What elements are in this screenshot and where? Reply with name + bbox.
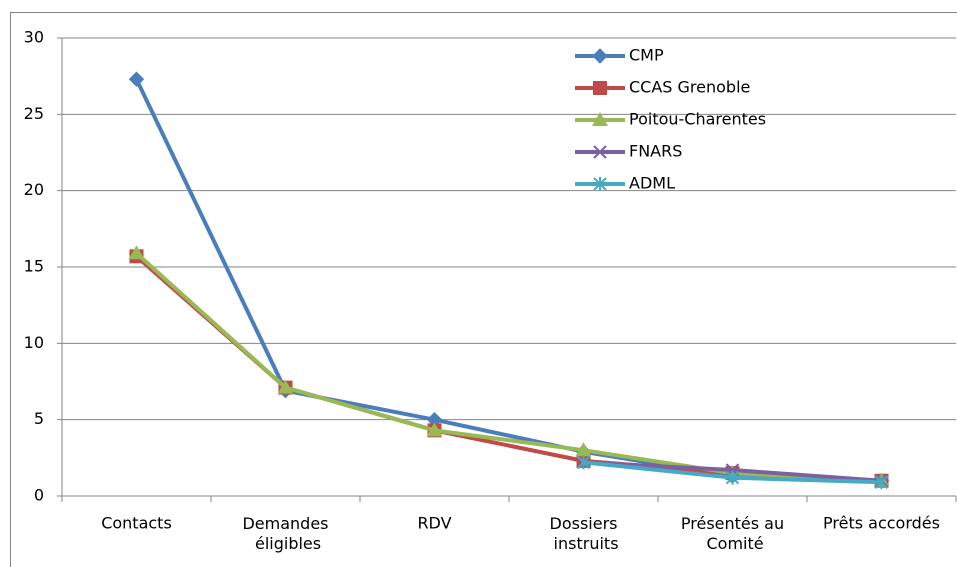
marker (725, 470, 740, 485)
y-tick-label: 20 (24, 180, 44, 199)
legend-label: CMP (629, 46, 664, 65)
marker (277, 379, 294, 394)
y-tick-label: 15 (24, 257, 44, 276)
marker (592, 48, 608, 64)
marker (426, 422, 443, 437)
chart-border (10, 12, 957, 567)
legend-label: FNARS (629, 142, 682, 161)
series-line (135, 254, 882, 483)
x-tick-label: Demandes éligibles (242, 514, 328, 553)
y-tick-label: 5 (34, 409, 44, 428)
y-tick-label: 25 (24, 104, 44, 123)
series-line (135, 251, 882, 483)
x-tick-label: Dossiers instruits (548, 514, 618, 553)
legend-label: ADML (629, 174, 675, 193)
marker (874, 475, 889, 490)
series-line (134, 78, 882, 483)
marker (128, 71, 145, 87)
marker (593, 81, 607, 95)
marker (593, 177, 607, 191)
marker (128, 245, 145, 260)
y-tick-label: 30 (24, 28, 44, 47)
marker (575, 442, 592, 457)
legend-label: CCAS Grenoble (629, 78, 750, 97)
marker (576, 455, 591, 470)
y-tick-label: 10 (24, 333, 44, 352)
x-tick-label: RDV (417, 514, 451, 533)
y-tick-label: 0 (34, 486, 44, 505)
x-tick-label: Contacts (101, 514, 172, 533)
marker (593, 145, 607, 159)
x-tick-label: Prêts accordés (823, 514, 940, 533)
marker (592, 112, 608, 126)
legend-label: Poitou-Charentes (629, 110, 766, 129)
x-tick-label: Présentés au Comité (681, 514, 784, 553)
